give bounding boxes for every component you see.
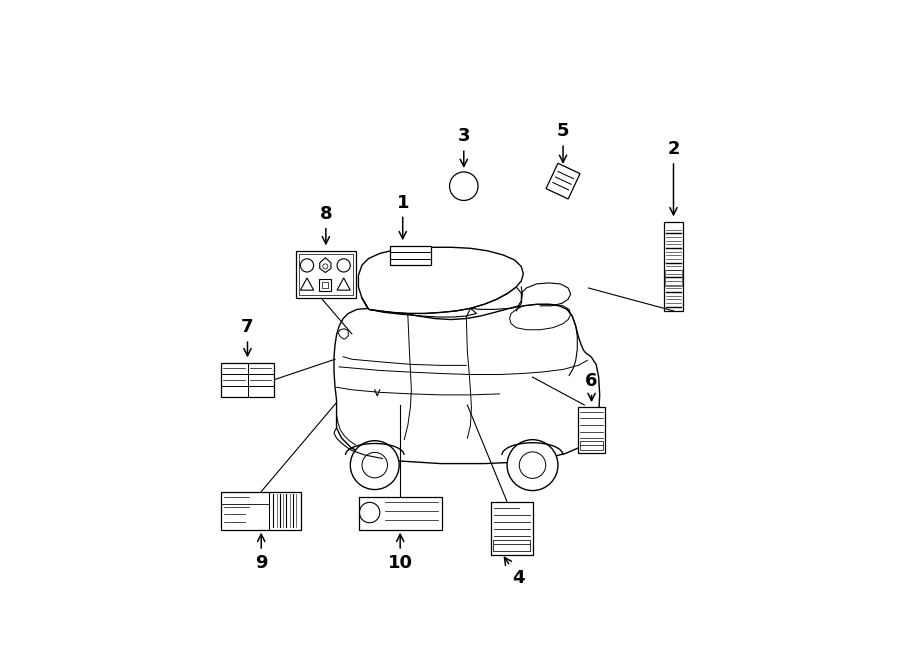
Polygon shape (358, 247, 523, 313)
Text: 3: 3 (457, 128, 470, 167)
Bar (320, 279, 331, 292)
Circle shape (449, 172, 478, 200)
Polygon shape (553, 182, 569, 190)
Text: 4: 4 (505, 557, 525, 587)
Polygon shape (338, 329, 348, 339)
Text: 9: 9 (255, 534, 267, 572)
Bar (664, 222, 683, 311)
Polygon shape (546, 163, 580, 199)
Text: 1: 1 (397, 194, 409, 239)
Bar (493, 540, 530, 551)
Bar (299, 254, 353, 295)
Bar (491, 502, 533, 555)
Text: 2: 2 (667, 140, 680, 215)
Text: 6: 6 (585, 371, 598, 401)
Bar (322, 282, 328, 288)
Bar (296, 251, 356, 298)
Bar (221, 492, 302, 529)
Bar (390, 246, 431, 265)
Text: 7: 7 (241, 319, 254, 356)
Text: 10: 10 (388, 534, 413, 572)
Polygon shape (334, 304, 599, 463)
Bar (579, 407, 605, 453)
Bar (580, 441, 603, 450)
Text: 8: 8 (320, 205, 332, 244)
Circle shape (507, 440, 558, 490)
Circle shape (350, 441, 400, 490)
Polygon shape (557, 171, 574, 179)
Text: 80: 80 (457, 181, 471, 191)
Bar (665, 270, 681, 286)
Polygon shape (554, 176, 572, 185)
Text: 5: 5 (557, 122, 570, 163)
Bar (359, 496, 442, 529)
Bar (221, 363, 274, 397)
